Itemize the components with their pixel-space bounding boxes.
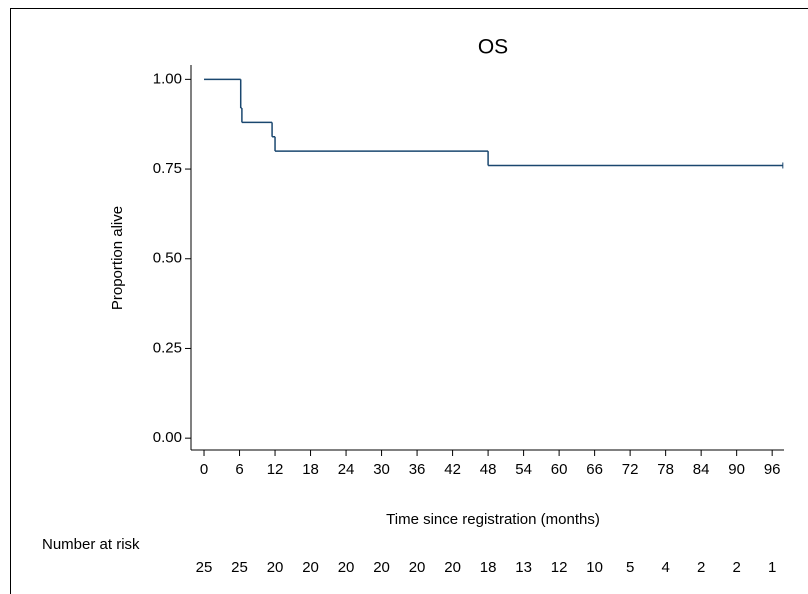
- risk-number: 25: [231, 559, 248, 576]
- risk-number: 20: [338, 559, 355, 576]
- x-tick-label: 42: [444, 461, 461, 478]
- x-tick-label: 90: [728, 461, 745, 478]
- risk-number: 20: [302, 559, 319, 576]
- risk-number: 1: [768, 559, 776, 576]
- chart-title: OS: [478, 36, 508, 59]
- y-tick-label: 0.75: [153, 160, 182, 177]
- x-tick-label: 0: [200, 461, 208, 478]
- risk-number: 2: [697, 559, 705, 576]
- x-tick-label: 18: [302, 461, 319, 478]
- risk-number: 4: [661, 559, 669, 576]
- risk-number: 25: [196, 559, 213, 576]
- y-tick-label: 0.00: [153, 429, 182, 446]
- risk-number: 12: [551, 559, 568, 576]
- y-tick-label: 0.25: [153, 339, 182, 356]
- x-axis-title: Time since registration (months): [386, 511, 600, 528]
- x-tick-label: 66: [586, 461, 603, 478]
- risk-number: 20: [444, 559, 461, 576]
- risk-number: 20: [267, 559, 284, 576]
- y-tick-label: 0.50: [153, 250, 182, 267]
- x-tick-label: 6: [235, 461, 243, 478]
- x-tick-label: 72: [622, 461, 639, 478]
- risk-number: 20: [409, 559, 426, 576]
- x-tick-label: 36: [409, 461, 426, 478]
- x-tick-label: 96: [764, 461, 781, 478]
- x-tick-label: 48: [480, 461, 497, 478]
- risk-number: 20: [373, 559, 390, 576]
- risk-table-label: Number at risk: [42, 536, 140, 553]
- x-tick-label: 78: [657, 461, 674, 478]
- x-tick-label: 84: [693, 461, 710, 478]
- risk-number: 18: [480, 559, 497, 576]
- risk-number: 2: [732, 559, 740, 576]
- risk-number: 10: [586, 559, 603, 576]
- x-tick-label: 12: [267, 461, 284, 478]
- risk-number: 5: [626, 559, 634, 576]
- x-tick-label: 30: [373, 461, 390, 478]
- x-tick-label: 54: [515, 461, 532, 478]
- risk-number: 13: [515, 559, 532, 576]
- x-tick-label: 24: [338, 461, 355, 478]
- frame: [10, 8, 808, 594]
- y-tick-label: 1.00: [153, 70, 182, 87]
- y-axis-title: Proportion alive: [109, 206, 126, 310]
- x-tick-label: 60: [551, 461, 568, 478]
